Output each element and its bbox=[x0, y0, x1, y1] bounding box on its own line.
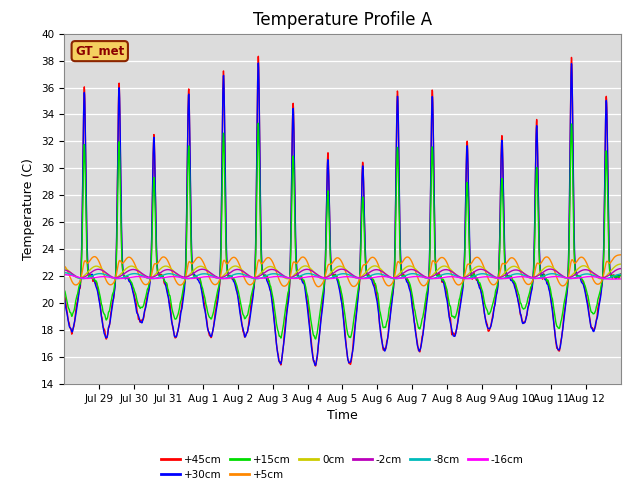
Text: GT_met: GT_met bbox=[75, 45, 124, 58]
+5cm bbox=[116, 258, 124, 264]
Title: Temperature Profile A: Temperature Profile A bbox=[253, 11, 432, 29]
-16cm bbox=[60, 272, 68, 277]
Y-axis label: Temperature (C): Temperature (C) bbox=[22, 158, 35, 260]
X-axis label: Time: Time bbox=[327, 409, 358, 422]
-2cm bbox=[60, 267, 68, 273]
-2cm bbox=[617, 266, 625, 272]
+15cm bbox=[116, 149, 124, 155]
+45cm bbox=[116, 95, 124, 101]
+30cm bbox=[542, 276, 550, 282]
-16cm bbox=[617, 276, 625, 282]
0cm bbox=[510, 264, 518, 269]
-16cm bbox=[510, 275, 518, 280]
+30cm bbox=[312, 362, 319, 368]
+15cm bbox=[255, 120, 262, 126]
+30cm bbox=[236, 309, 244, 314]
0cm bbox=[597, 276, 605, 282]
Line: -8cm: -8cm bbox=[64, 273, 621, 279]
-8cm bbox=[236, 271, 244, 276]
-8cm bbox=[323, 276, 330, 282]
+15cm bbox=[542, 275, 550, 281]
+30cm bbox=[376, 328, 384, 334]
+5cm bbox=[542, 254, 550, 260]
+5cm bbox=[236, 263, 244, 268]
+15cm bbox=[236, 296, 244, 301]
+5cm bbox=[609, 256, 617, 262]
0cm bbox=[541, 264, 549, 270]
+15cm bbox=[609, 273, 617, 278]
+15cm bbox=[617, 272, 625, 277]
-16cm bbox=[376, 274, 383, 279]
+45cm bbox=[617, 271, 625, 276]
Line: 0cm: 0cm bbox=[64, 264, 621, 279]
Line: -16cm: -16cm bbox=[64, 275, 621, 279]
Line: +30cm: +30cm bbox=[64, 63, 621, 365]
Line: +15cm: +15cm bbox=[64, 123, 621, 339]
-16cm bbox=[541, 275, 549, 281]
-16cm bbox=[608, 276, 616, 282]
+30cm bbox=[511, 284, 518, 289]
+15cm bbox=[511, 279, 518, 285]
+45cm bbox=[236, 304, 244, 310]
Line: -2cm: -2cm bbox=[64, 269, 621, 278]
+30cm bbox=[617, 273, 625, 278]
-16cm bbox=[236, 274, 244, 279]
0cm bbox=[116, 272, 124, 278]
-8cm bbox=[116, 276, 124, 281]
0cm bbox=[617, 261, 625, 267]
-8cm bbox=[376, 271, 384, 277]
-2cm bbox=[376, 267, 383, 273]
+15cm bbox=[312, 336, 319, 342]
0cm bbox=[609, 265, 617, 271]
-8cm bbox=[542, 272, 550, 278]
-8cm bbox=[609, 274, 617, 279]
-2cm bbox=[609, 269, 617, 275]
+15cm bbox=[376, 310, 384, 315]
-8cm bbox=[510, 271, 518, 277]
-2cm bbox=[236, 267, 244, 273]
+30cm bbox=[60, 294, 68, 300]
+45cm bbox=[376, 324, 384, 330]
-2cm bbox=[510, 267, 518, 273]
Line: +5cm: +5cm bbox=[64, 255, 621, 287]
-2cm bbox=[390, 275, 398, 281]
-8cm bbox=[60, 270, 68, 276]
+45cm bbox=[609, 272, 617, 278]
+45cm bbox=[511, 280, 518, 286]
+15cm bbox=[60, 287, 68, 292]
+5cm bbox=[60, 263, 68, 269]
+5cm bbox=[510, 256, 518, 262]
-2cm bbox=[116, 274, 124, 279]
Legend: +45cm, +30cm, +15cm, +5cm, 0cm, -2cm, -8cm, -16cm: +45cm, +30cm, +15cm, +5cm, 0cm, -2cm, -8… bbox=[157, 450, 528, 480]
+45cm bbox=[542, 275, 550, 281]
+30cm bbox=[255, 60, 262, 66]
Line: +45cm: +45cm bbox=[64, 56, 621, 366]
+30cm bbox=[609, 273, 617, 278]
+30cm bbox=[116, 96, 124, 101]
0cm bbox=[236, 265, 244, 271]
+5cm bbox=[617, 252, 625, 258]
0cm bbox=[60, 266, 68, 272]
0cm bbox=[376, 265, 383, 271]
-16cm bbox=[609, 276, 617, 282]
-16cm bbox=[116, 276, 124, 281]
+45cm bbox=[312, 363, 319, 369]
+5cm bbox=[376, 267, 384, 273]
-8cm bbox=[617, 271, 625, 277]
-2cm bbox=[542, 268, 550, 274]
+45cm bbox=[255, 53, 262, 59]
+5cm bbox=[314, 284, 322, 289]
+45cm bbox=[60, 292, 68, 298]
